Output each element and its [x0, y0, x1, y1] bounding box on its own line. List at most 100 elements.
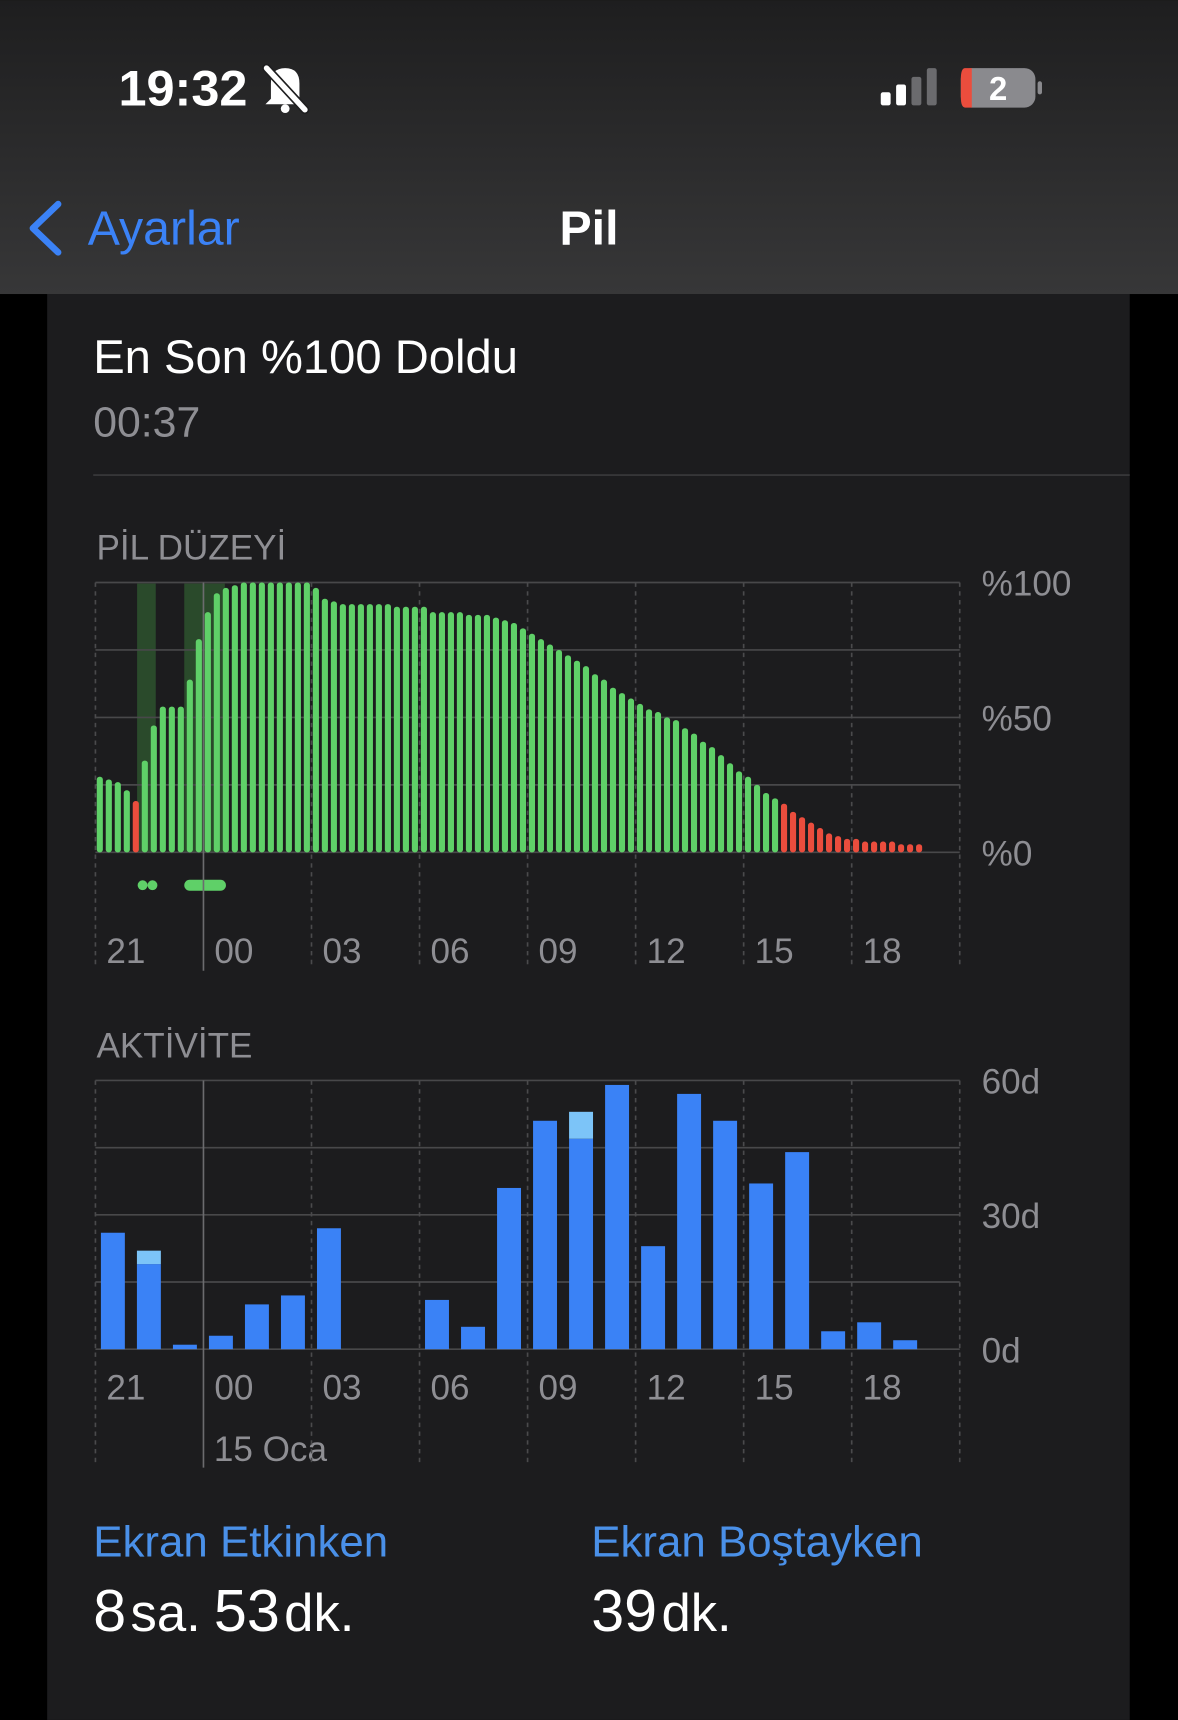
battery-bar — [321, 598, 328, 853]
x-tick-label: 06 — [431, 932, 470, 971]
battery-bar — [789, 811, 797, 853]
activity-bar — [749, 1183, 774, 1350]
battery-bar — [204, 612, 211, 853]
x-tick-label: 12 — [647, 1369, 686, 1408]
battery-bar — [889, 841, 896, 853]
activity-bar — [893, 1340, 918, 1350]
y-tick-label: %50 — [982, 700, 1052, 739]
y-tick-label: %0 — [982, 834, 1033, 873]
battery-bar — [771, 798, 779, 853]
activity-bar — [641, 1246, 666, 1350]
battery-bar — [186, 679, 193, 853]
y-tick-label: 0d — [982, 1331, 1021, 1370]
battery-bar — [123, 790, 130, 853]
back-button[interactable]: Ayarlar — [29, 200, 240, 256]
battery-bar — [375, 604, 382, 853]
battery-bar — [636, 703, 644, 853]
silent-icon — [262, 63, 310, 115]
battery-bar — [420, 606, 427, 853]
battery-bar — [348, 604, 355, 853]
battery-bar — [853, 838, 860, 853]
battery-bar — [582, 666, 590, 853]
battery-bar — [690, 733, 698, 853]
last-charge-title: En Son %100 Doldu — [93, 330, 518, 383]
battery-bar — [744, 776, 752, 853]
activity-bar — [857, 1322, 882, 1350]
x-tick-label: 00 — [214, 932, 253, 971]
screen-on-total: 8sa. 53dk. — [93, 1577, 354, 1644]
activity-bar — [461, 1326, 485, 1350]
battery-bar — [835, 836, 842, 853]
x-tick-label: 06 — [431, 1369, 470, 1408]
activity-bar — [100, 1232, 125, 1350]
battery-bar — [384, 604, 391, 853]
battery-bar — [150, 725, 157, 853]
screen-on-label: Ekran Etkinken — [93, 1517, 388, 1566]
activity-bar — [821, 1331, 846, 1350]
activity-bar — [677, 1093, 702, 1350]
battery-bar — [312, 587, 319, 853]
battery-bar — [438, 612, 445, 853]
battery-bar — [267, 582, 274, 853]
battery-bar — [564, 655, 572, 853]
activity-bar — [136, 1250, 161, 1265]
battery-bar — [880, 841, 887, 853]
activity-bar — [605, 1084, 630, 1350]
number: 8 — [93, 1577, 126, 1644]
unit: sa. — [131, 1584, 201, 1643]
battery-bar — [681, 728, 689, 853]
date-label: 15 Oca — [214, 1430, 328, 1469]
battery-bar — [132, 801, 139, 853]
battery-bar — [591, 674, 599, 853]
x-tick-label: 15 — [755, 932, 794, 971]
x-tick-label: 12 — [647, 932, 686, 971]
nav-title: Pil — [560, 202, 619, 256]
battery-bar — [276, 582, 283, 853]
battery-bar — [240, 582, 247, 853]
battery-bar — [465, 614, 472, 853]
battery-bar — [294, 582, 301, 853]
battery-bar — [492, 617, 500, 853]
activity-bar — [713, 1120, 738, 1350]
battery-bar — [474, 614, 481, 853]
battery-bar — [735, 771, 743, 853]
battery-bar — [303, 582, 310, 853]
battery-level: 2 — [989, 70, 1007, 107]
battery-bar — [907, 844, 914, 853]
battery-bar — [249, 582, 256, 853]
battery-bar — [339, 604, 346, 853]
battery-bar — [537, 639, 545, 853]
top-bar — [0, 0, 1178, 295]
number: 39 — [591, 1577, 657, 1644]
battery-bar — [573, 660, 581, 853]
battery-bar — [844, 838, 851, 853]
activity-bar — [172, 1344, 197, 1350]
activity-bar — [244, 1304, 269, 1350]
battery-bar — [780, 803, 788, 853]
battery-bar — [231, 585, 238, 853]
x-tick-label: 18 — [863, 932, 902, 971]
activity-bar — [280, 1295, 305, 1350]
battery-bar — [609, 687, 617, 853]
activity-bar — [569, 1138, 594, 1350]
battery-bar — [96, 776, 103, 853]
battery-bar — [456, 612, 463, 853]
battery-bar — [357, 604, 364, 853]
battery-bar — [447, 612, 454, 853]
battery-bar — [627, 698, 635, 853]
battery-bar — [393, 606, 400, 853]
back-label[interactable]: Ayarlar — [88, 202, 240, 256]
activity-bar — [316, 1228, 341, 1350]
battery-bar — [717, 755, 725, 853]
activity-chart-title: AKTİVİTE — [97, 1026, 253, 1065]
back-chevron[interactable] — [29, 200, 62, 256]
battery-bar — [222, 587, 229, 853]
battery-bar — [672, 720, 680, 853]
activity-bar — [136, 1264, 161, 1350]
battery-bar — [330, 601, 337, 853]
signal-icon — [880, 68, 937, 106]
battery-icon: 2 — [960, 68, 1042, 108]
x-tick-label: 21 — [106, 1369, 145, 1408]
battery-bar — [654, 712, 662, 853]
